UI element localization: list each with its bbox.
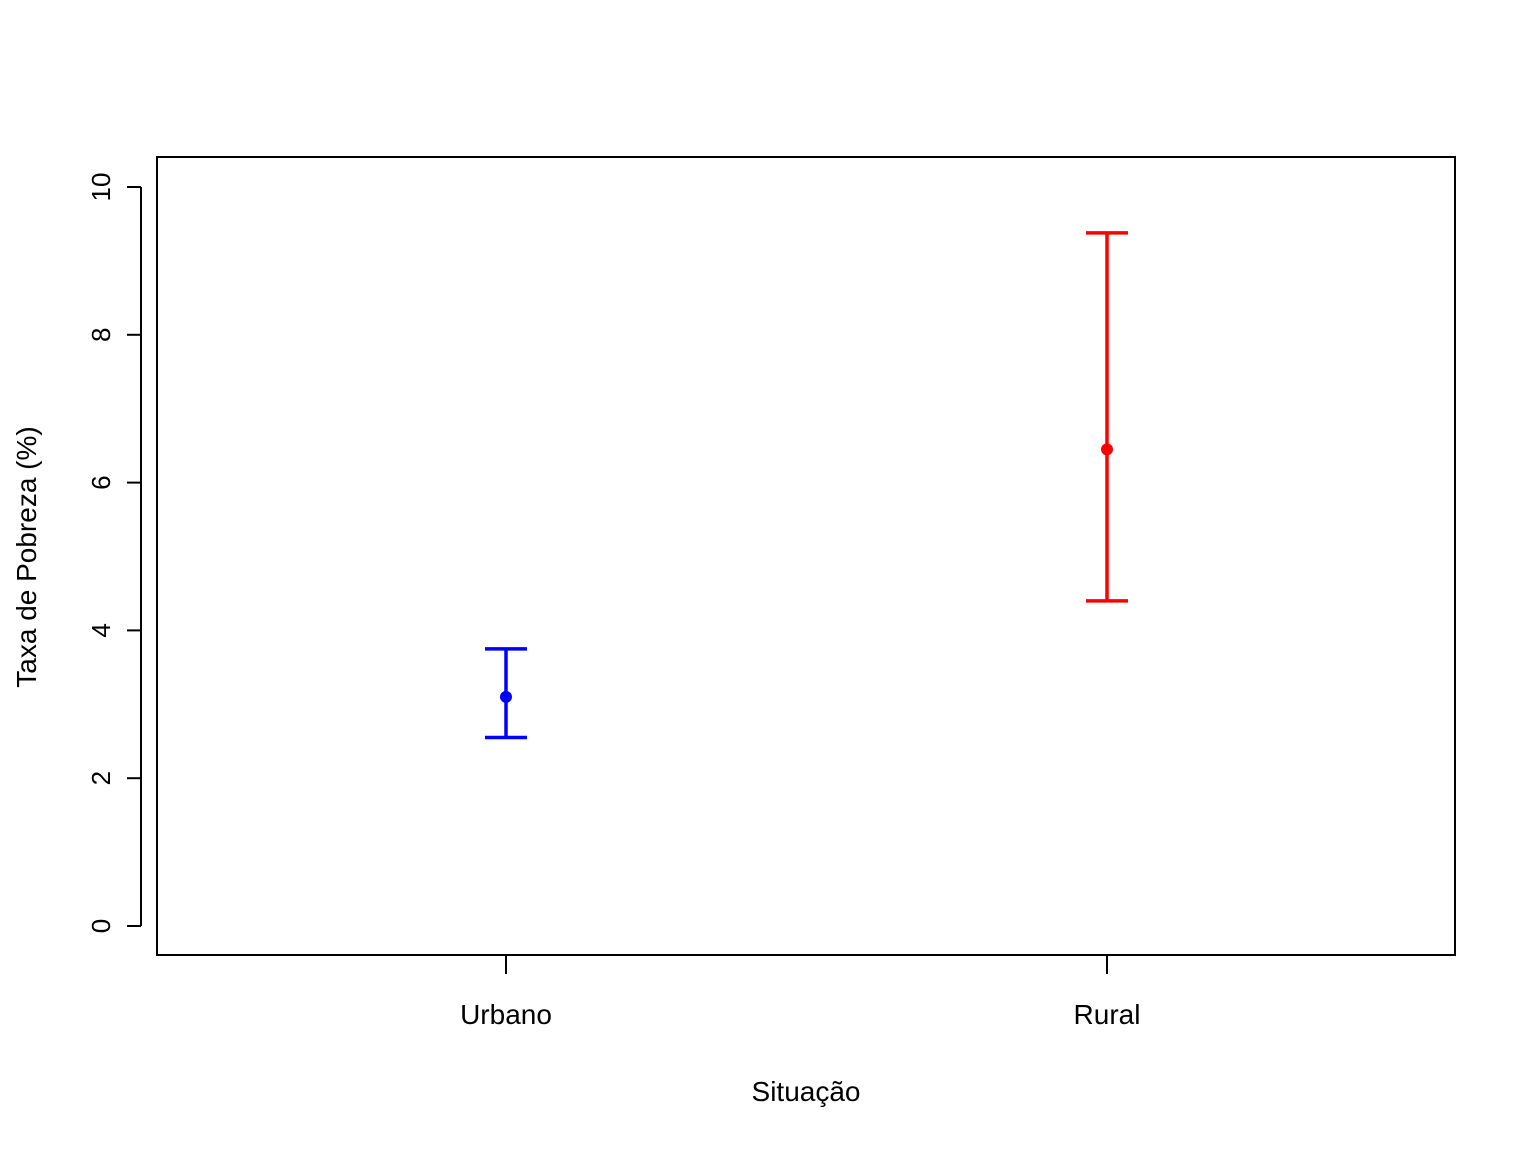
y-tick-label: 0	[86, 919, 116, 933]
y-tick-label: 2	[86, 771, 116, 785]
y-tick-label: 4	[86, 623, 116, 637]
x-axis: Urbano Rural	[460, 956, 1140, 1030]
point-estimate	[1101, 443, 1113, 456]
y-tick-label: 8	[86, 328, 116, 342]
error-bar-urbano	[485, 647, 527, 740]
x-tick-label: Urbano	[460, 999, 552, 1030]
y-tick-label: 6	[86, 475, 116, 489]
x-axis-title: Situação	[752, 1076, 861, 1107]
y-tick-label: 10	[86, 173, 116, 202]
x-tick-label: Rural	[1074, 999, 1141, 1030]
y-axis-title: Taxa de Pobreza (%)	[11, 426, 42, 687]
error-bars	[485, 231, 1128, 740]
point-estimate	[500, 690, 512, 703]
plot-frame	[156, 156, 1456, 956]
error-bar-rural	[1086, 231, 1128, 603]
y-axis: 0 2 4 6 8 10	[86, 173, 142, 933]
